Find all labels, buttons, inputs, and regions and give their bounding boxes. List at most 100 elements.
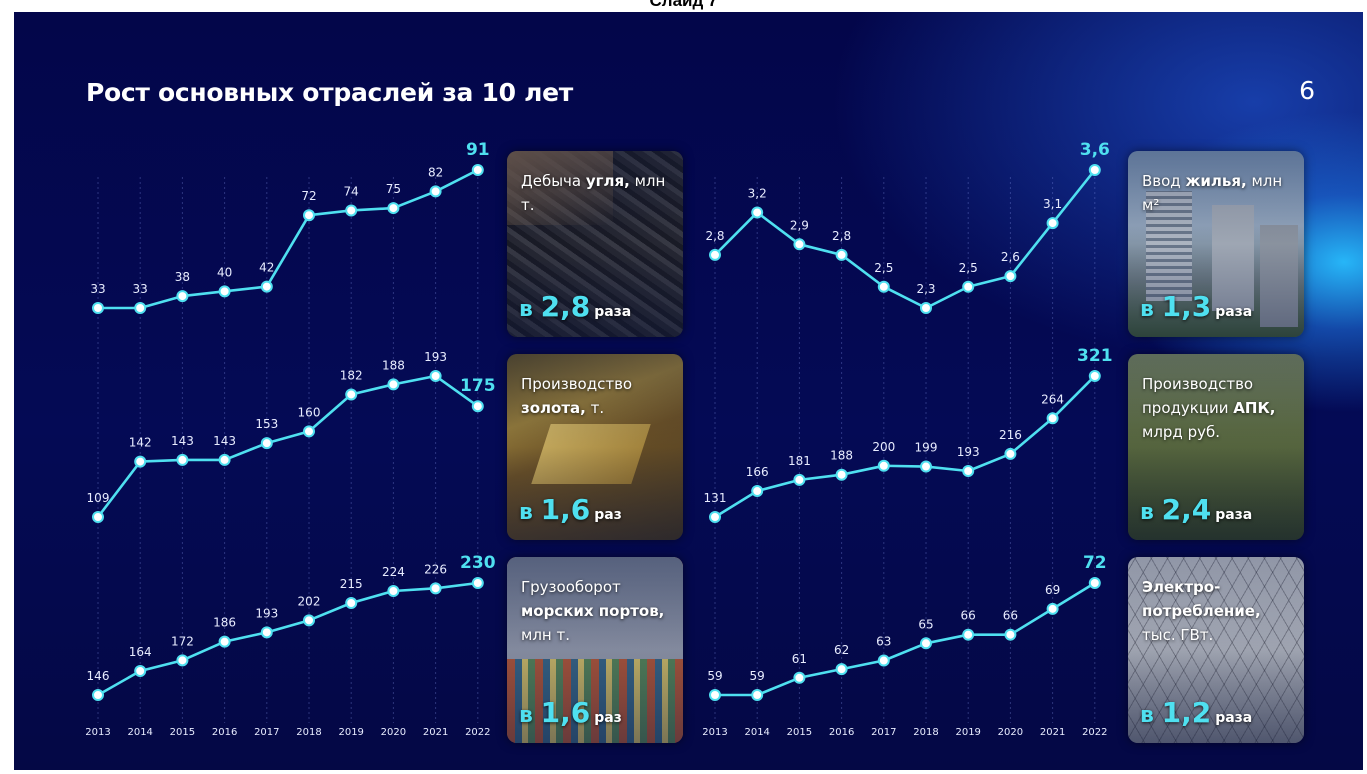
card-label-text: Ввод: [1142, 172, 1186, 190]
data-label: 186: [213, 616, 236, 630]
data-label: 226: [424, 562, 447, 576]
data-label: 2,8: [832, 229, 851, 243]
data-label: 66: [961, 609, 976, 623]
x-tick-label: 2017: [871, 727, 896, 738]
data-label: 2,8: [705, 229, 724, 243]
series-line: [96, 374, 479, 518]
card-photo: [1128, 151, 1304, 337]
slide-title: Рост основных отраслей за 10 лет: [86, 78, 573, 107]
card-photo: [507, 557, 683, 743]
card-overlay: [1128, 151, 1304, 337]
multiplier-prefix: в: [519, 500, 541, 525]
data-label: 143: [171, 434, 194, 448]
data-point: [218, 453, 231, 466]
data-point: [176, 453, 189, 466]
data-label: 131: [704, 491, 727, 505]
growth-multiplier: в 1,2 раза: [1140, 696, 1252, 729]
data-point: [835, 248, 848, 261]
data-label: 62: [834, 643, 849, 657]
data-label: 2,3: [916, 282, 935, 296]
data-point: [835, 468, 848, 481]
multiplier-prefix: в: [519, 703, 541, 728]
data-point: [1004, 628, 1017, 641]
data-point: [835, 663, 848, 676]
data-label: 63: [876, 635, 891, 649]
multiplier-prefix: в: [1140, 297, 1162, 322]
metric-card-4: Ввод жилья, млн м² в 1,3 раза: [1128, 151, 1304, 337]
card-label: Ввод жилья, млн м²: [1142, 169, 1298, 217]
data-label: 33: [90, 282, 105, 296]
multiplier-value: 1,2: [1161, 696, 1212, 729]
data-point: [429, 582, 442, 595]
x-tick-label: 2015: [787, 727, 812, 738]
multiplier-unit: раза: [1215, 710, 1253, 726]
data-label: 38: [175, 270, 190, 284]
x-tick-label: 2014: [744, 727, 769, 738]
growth-multiplier: в 2,8 раза: [519, 290, 631, 323]
data-label: 181: [788, 454, 811, 468]
card-label-bold: Электро-потребление,: [1142, 578, 1261, 620]
card-label-unit: тыс. ГВт.: [1142, 626, 1214, 644]
data-label: 216: [999, 428, 1022, 442]
multiplier-prefix: в: [519, 297, 541, 322]
slide: Рост основных отраслей за 10 лет 6 2013 2…: [14, 12, 1363, 770]
card-photo: [507, 151, 683, 337]
data-label: 75: [386, 182, 401, 196]
data-point: [1004, 447, 1017, 460]
x-tick-label: 2013: [702, 727, 727, 738]
data-point: [303, 209, 315, 222]
data-point: [962, 628, 975, 641]
multiplier-unit: раза: [594, 304, 632, 320]
data-label: 2,5: [874, 261, 893, 275]
data-point: [303, 614, 315, 627]
data-point: [387, 585, 400, 597]
card-label-text: Дебыча: [521, 172, 586, 190]
data-point: [387, 378, 400, 391]
metric-card-1: Дебыча угля, млн т. в 2,8 раза: [507, 151, 683, 337]
data-point: [1088, 370, 1101, 382]
data-point: [751, 206, 764, 219]
data-label: 182: [340, 368, 363, 382]
data-label: 153: [255, 417, 278, 431]
multiplier-value: 1,6: [540, 493, 591, 526]
x-tick-label: 2019: [955, 727, 980, 738]
data-label: 3,6: [1080, 140, 1110, 160]
data-point: [387, 202, 400, 215]
charts-canvas: 2013 2014 2015 2016 2017 2018 2019 2020 2021 2022…: [85, 140, 1112, 738]
multiplier-unit: раз: [594, 710, 622, 726]
multiplier-value: 1,6: [540, 696, 591, 729]
growth-multiplier: в 2,4 раза: [1140, 493, 1252, 526]
x-tick-label: 2021: [423, 727, 448, 738]
x-tick-label: 2013: [85, 727, 110, 738]
data-point: [1004, 270, 1017, 283]
data-point: [429, 185, 442, 198]
x-tick-label: 2020: [998, 727, 1023, 738]
x-tick-label: 2020: [381, 727, 406, 738]
data-label: 160: [298, 405, 321, 419]
data-point: [471, 164, 484, 176]
card-label-text: Производство продукции: [1142, 375, 1254, 417]
x-tick-label: 2016: [212, 727, 237, 738]
data-label: 224: [382, 565, 405, 579]
data-point: [920, 302, 932, 314]
data-label: 2,9: [790, 218, 809, 232]
card-overlay: [1128, 354, 1304, 540]
data-label: 59: [707, 669, 722, 683]
data-label: 193: [424, 350, 447, 364]
card-label-unit: млрд руб.: [1142, 423, 1220, 441]
page-number: 6: [1299, 76, 1315, 105]
data-label: 72: [1083, 553, 1107, 573]
card-label-unit: т.: [585, 399, 605, 417]
data-point: [962, 280, 975, 293]
data-point: [218, 285, 231, 298]
card-photo: [507, 354, 683, 540]
multiplier-prefix: в: [1140, 500, 1162, 525]
data-label: 164: [129, 645, 152, 659]
data-label: 61: [792, 652, 807, 666]
series-line: [97, 581, 478, 697]
growth-multiplier: в 1,6 раз: [519, 696, 622, 729]
data-point: [429, 370, 442, 382]
card-label-bold: морских портов,: [521, 602, 665, 620]
series-line: [715, 581, 1096, 697]
line-chart-4: 2,8 3,2 2,9 2,8 2,5 2,3 2,5 2,6 3,1 3,6: [705, 140, 1110, 314]
